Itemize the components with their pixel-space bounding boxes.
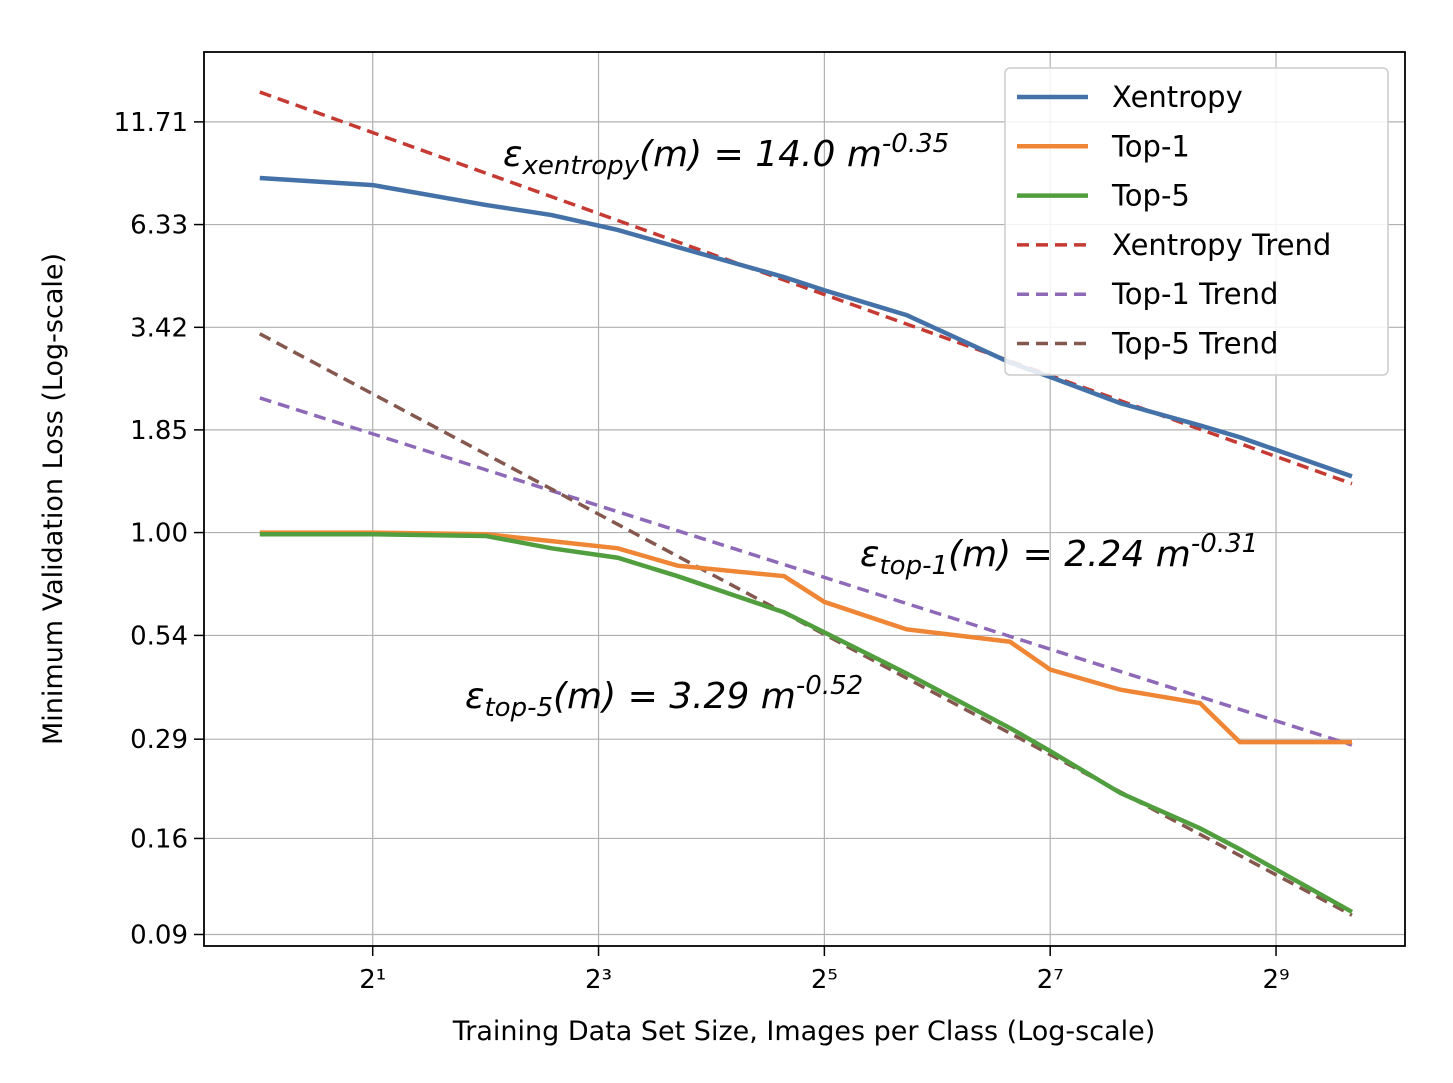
annotation: εtop-5(m) = 3.29 m-0.52 xyxy=(465,671,863,723)
x-tick-label: 2⁷ xyxy=(1037,965,1064,995)
annotation-superscript: -0.35 xyxy=(882,129,949,159)
y-tick-label: 1.85 xyxy=(130,416,188,446)
x-tick-label: 2⁹ xyxy=(1263,965,1290,995)
y-tick-label: 6.33 xyxy=(130,211,188,241)
plot-frame xyxy=(203,51,1406,947)
annotation-superscript: -0.52 xyxy=(796,671,863,701)
legend-label: Xentropy Trend xyxy=(1112,228,1331,262)
data-line xyxy=(259,531,1354,914)
trend-line xyxy=(259,90,1353,486)
annotation: εtop-1(m) = 2.24 m-0.31 xyxy=(860,529,1258,581)
y-tick-label: 11.71 xyxy=(114,108,188,138)
annotation-text: (m) = 2.24 m xyxy=(948,534,1191,575)
legend-label: Top-1 xyxy=(1111,129,1190,163)
legend-label: Top-5 xyxy=(1111,179,1190,213)
annotation-text: (m) = 3.29 m xyxy=(553,676,796,717)
annotation: εxentropy(m) = 14.0 m-0.35 xyxy=(503,129,949,181)
trend-line xyxy=(259,396,1353,747)
y-tick-label: 0.54 xyxy=(130,621,188,651)
y-axis-label: Minimum Validation Loss (Log-scale) xyxy=(38,253,69,745)
data-line xyxy=(259,530,1352,745)
y-tick-label: 3.42 xyxy=(130,313,188,343)
legend-label: Top-5 Trend xyxy=(1111,327,1278,361)
x-tick-label: 2¹ xyxy=(359,965,386,995)
annotation-symbol: ε xyxy=(503,134,522,175)
annotation-text: (m) = 14.0 m xyxy=(639,134,882,175)
legend-box xyxy=(1004,67,1389,376)
y-tick-label: 0.16 xyxy=(130,824,188,854)
legend-label: Xentropy xyxy=(1112,80,1243,114)
annotation-subscript: xentropy xyxy=(521,151,639,181)
annotation-subscript: top-5 xyxy=(484,693,553,723)
x-tick-label: 2⁵ xyxy=(811,965,838,995)
y-tick-label: 0.09 xyxy=(130,920,188,950)
y-tick-label: 1.00 xyxy=(130,519,188,549)
data-line xyxy=(259,175,1353,479)
y-tick-label: 0.29 xyxy=(130,725,188,755)
x-tick-label: 2³ xyxy=(585,965,612,995)
annotation-symbol: ε xyxy=(860,534,879,575)
legend-label: Top-1 Trend xyxy=(1111,277,1278,311)
annotation-subscript: top-1 xyxy=(879,551,948,581)
annotation-superscript: -0.31 xyxy=(1191,529,1258,559)
annotation-symbol: ε xyxy=(465,676,484,717)
x-axis-label: Training Data Set Size, Images per Class… xyxy=(452,1016,1156,1047)
